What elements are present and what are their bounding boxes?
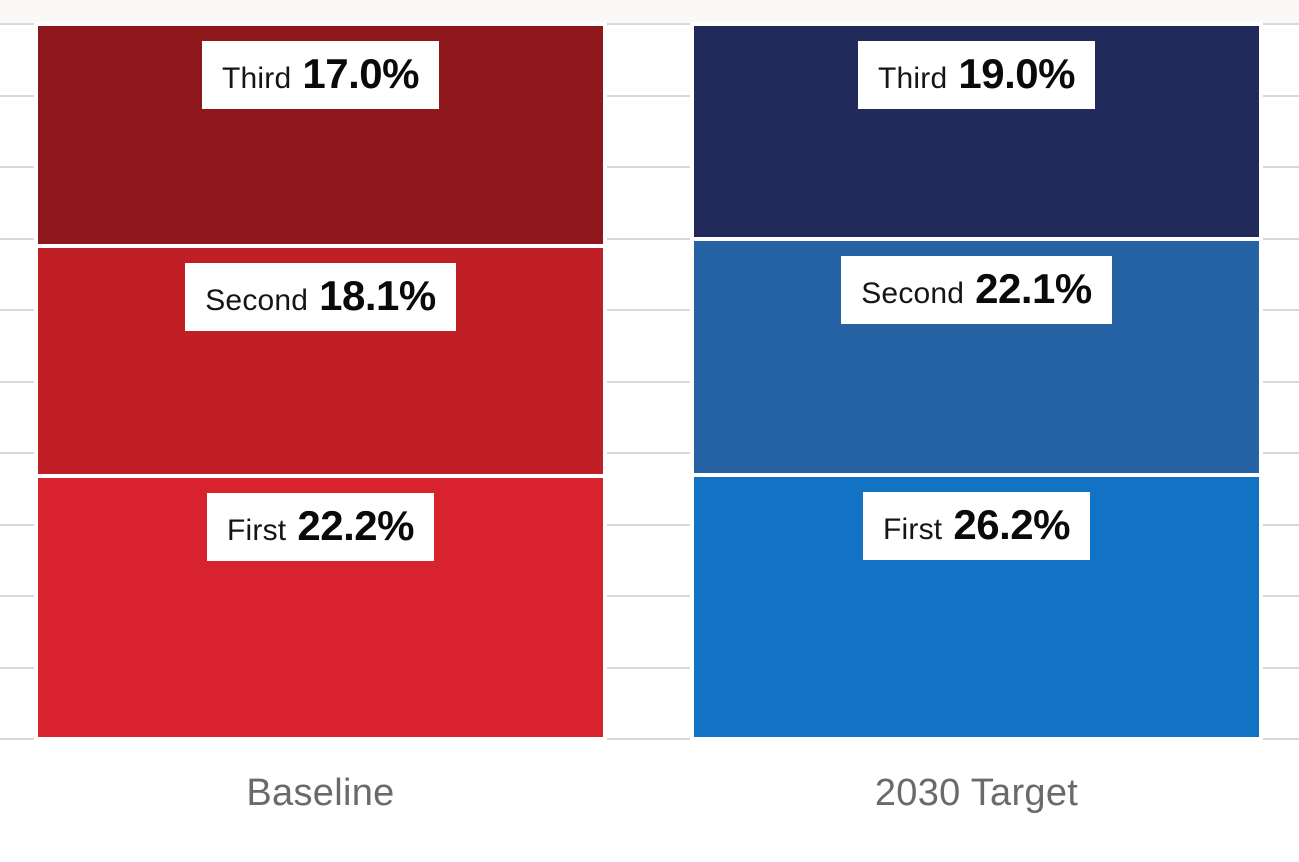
segment-label-box: First 26.2% xyxy=(863,492,1090,561)
gridline xyxy=(0,738,1299,740)
segment-baseline-third: Third 17.0% xyxy=(38,26,603,244)
gridline xyxy=(0,238,1299,240)
axis-label-2030-target: 2030 Target xyxy=(874,772,1079,814)
segment-category-label: Second xyxy=(205,283,309,317)
column-2030-target: Third 19.0% Second 22.1% First 26.2% xyxy=(694,26,1259,737)
gridline xyxy=(0,309,1299,311)
segment-category-label: First xyxy=(227,514,287,548)
segment-target-first: First 26.2% xyxy=(694,477,1259,737)
segment-baseline-first: First 22.2% xyxy=(38,478,603,737)
gridline xyxy=(0,381,1299,383)
segment-category-label: First xyxy=(883,513,943,547)
segment-category-label: Third xyxy=(878,62,948,95)
gridline xyxy=(0,667,1299,669)
chart-top-margin xyxy=(0,0,1299,23)
segment-target-third: Third 19.0% xyxy=(694,26,1259,238)
segment-value-label: 22.2% xyxy=(297,502,414,550)
segment-category-label: Second xyxy=(861,277,965,311)
gridline xyxy=(0,166,1299,168)
segment-value-label: 26.2% xyxy=(953,501,1070,549)
segment-label-box: Third 19.0% xyxy=(858,41,1095,109)
gridline xyxy=(0,23,1299,25)
gridline xyxy=(0,452,1299,454)
column-baseline: Third 17.0% Second 18.1% First 22.2% xyxy=(38,26,603,737)
segment-label-box: Third 17.0% xyxy=(202,41,439,109)
segment-baseline-second: Second 18.1% xyxy=(38,247,603,475)
segment-value-label: 18.1% xyxy=(319,271,436,319)
gridline xyxy=(0,595,1299,597)
segment-value-label: 17.0% xyxy=(302,50,419,97)
segment-value-label: 19.0% xyxy=(958,50,1075,97)
segment-label-box: First 22.2% xyxy=(207,493,434,562)
axis-label-baseline: Baseline xyxy=(246,772,395,814)
segment-value-label: 22.1% xyxy=(975,265,1092,313)
gridline xyxy=(0,95,1299,97)
segment-target-second: Second 22.1% xyxy=(694,241,1259,474)
gridline xyxy=(0,524,1299,526)
segment-label-box: Second 18.1% xyxy=(185,262,456,331)
segment-category-label: Third xyxy=(222,62,292,95)
segment-label-box: Second 22.1% xyxy=(841,256,1112,325)
